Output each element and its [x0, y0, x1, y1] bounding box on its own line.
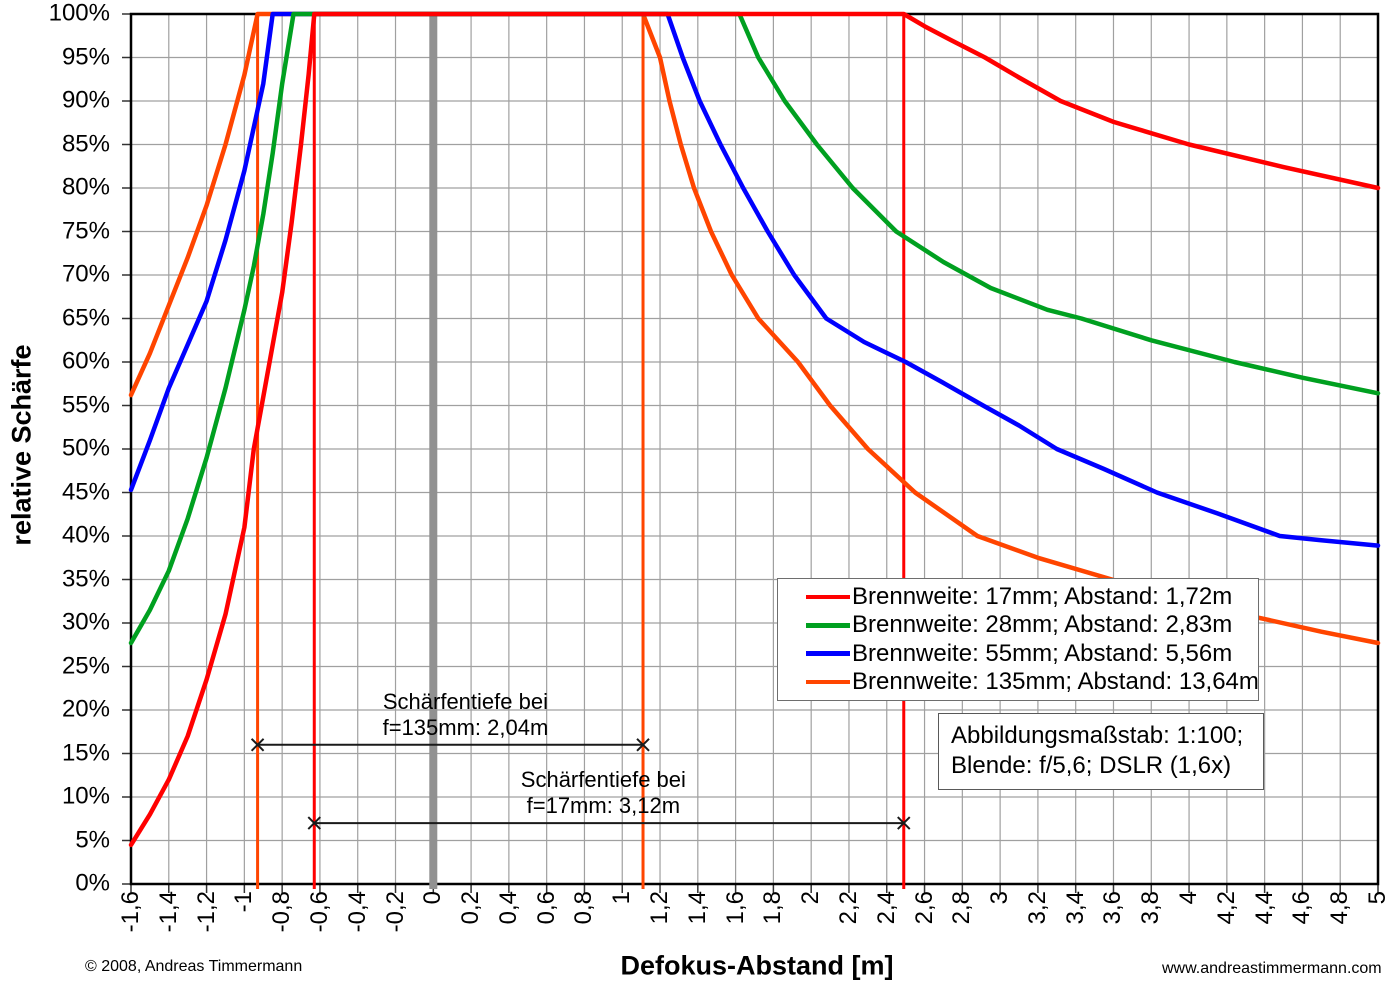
legend-item-28mm: Brennweite: 28mm; Abstand: 2,83m: [806, 611, 1258, 639]
y-tick-label: 5%: [75, 825, 110, 853]
legend-line-swatch: [806, 651, 850, 656]
legend-label: Brennweite: 55mm; Abstand: 5,56m: [852, 639, 1233, 667]
y-tick-label: 80%: [61, 173, 110, 201]
y-tick-label: 15%: [61, 738, 110, 766]
legend-line-swatch: [806, 679, 850, 684]
y-tick-label: 0%: [75, 869, 110, 897]
x-tick-label: 1: [608, 891, 636, 905]
dof-arrow-end-marker: [307, 816, 321, 830]
x-axis-title: Defokus-Abstand [m]: [620, 950, 894, 981]
settings-line-2: Blende: f/5,6; DSLR (1,6x): [951, 752, 1232, 779]
x-tick-label: -0,6: [305, 891, 333, 933]
y-tick-label: 60%: [61, 347, 110, 375]
y-tick-label: 20%: [61, 695, 110, 723]
series-line-17mm: [128, 11, 1381, 848]
y-tick-label: 45%: [61, 477, 110, 505]
x-tick-label: 1,2: [646, 891, 674, 925]
y-tick-label: 90%: [61, 86, 110, 114]
y-tick-label: 30%: [61, 608, 110, 636]
dof-annotation-line-1: Schärfentiefe bei: [382, 688, 548, 714]
dof-arrow-end-marker: [636, 738, 650, 752]
y-tick-label: 65%: [61, 303, 110, 331]
y-tick-label: 50%: [61, 434, 110, 462]
dof-annotation-line-2: f=17mm: 3,12m: [526, 793, 681, 819]
x-tick-label: 0: [419, 891, 447, 905]
series-line-55mm: [128, 11, 1381, 548]
legend-line-swatch: [806, 594, 850, 600]
y-tick-label: 35%: [61, 564, 110, 592]
x-tick-label: 0,4: [494, 891, 522, 925]
dof-arrow-end-marker: [897, 816, 911, 830]
legend-label: Brennweite: 28mm; Abstand: 2,83m: [852, 611, 1233, 639]
x-tick-label: 3: [986, 891, 1014, 905]
y-tick-label: 95%: [61, 42, 110, 70]
x-tick-label: 3,4: [1061, 891, 1089, 925]
y-tick-label: 70%: [61, 260, 110, 288]
x-tick-label: 2: [797, 891, 825, 905]
dof-annotation-line-2: f=135mm: 2,04m: [382, 714, 549, 740]
dof-annotation-label: Schärfentiefe bei f=17mm: 3,12m: [521, 767, 686, 819]
x-tick-label: 3,8: [1137, 891, 1165, 925]
x-tick-label: 0,8: [570, 891, 598, 925]
dof-arrow-end-marker: [250, 738, 265, 752]
legend-label: Brennweite: 17mm; Abstand: 1,72m: [852, 583, 1233, 611]
settings-line-1: Abbildungsmaßstab: 1:100;: [951, 722, 1244, 749]
x-tick-label: -0,2: [381, 891, 409, 933]
x-tick-label: 1,4: [683, 891, 711, 925]
legend-item-17mm: Brennweite: 17mm; Abstand: 1,72m: [806, 583, 1258, 611]
legend: Brennweite: 17mm; Abstand: 1,72m Brennwei…: [777, 578, 1259, 701]
x-tick-label: 2,2: [834, 891, 862, 925]
y-tick-label: 40%: [61, 521, 110, 549]
x-tick-label: 3,2: [1023, 891, 1051, 925]
y-tick-label: 75%: [61, 216, 110, 244]
x-tick-label: 2,8: [948, 891, 976, 925]
website-text: www.andreastimmermann.com: [1162, 960, 1382, 977]
y-tick-label: 100%: [48, 0, 110, 27]
y-tick-label: 10%: [61, 782, 110, 810]
y-tick-label: 85%: [61, 129, 110, 157]
series-line-28mm: [128, 11, 1381, 646]
x-tick-label: 3,6: [1099, 891, 1127, 925]
x-tick-label: 0,6: [532, 891, 560, 925]
x-tick-label: 2,6: [910, 891, 938, 925]
copyright-text: © 2008, Andreas Timmermann: [85, 958, 303, 975]
legend-item-135mm: Brennweite: 135mm; Abstand: 13,64m: [806, 667, 1259, 696]
dof-annotation-line-1: Schärfentiefe bei: [520, 767, 686, 793]
y-tick-label: 25%: [61, 651, 110, 679]
camera-settings-box: Abbildungsmaßstab: 1:100; Blende: f/5,6;…: [938, 713, 1264, 790]
x-tick-label: 1,6: [721, 891, 749, 925]
x-tick-label: 1,8: [759, 891, 787, 925]
y-tick-label: 55%: [61, 390, 110, 418]
legend-item-55mm: Brennweite: 55mm; Abstand: 5,56m: [806, 640, 1258, 668]
legend-line-swatch: [806, 623, 850, 628]
x-tick-label: 2,4: [872, 891, 900, 925]
legend-label: Brennweite: 135mm; Abstand: 13,64m: [852, 667, 1259, 695]
x-tick-label: -0,4: [343, 891, 371, 933]
x-tick-label: 0,2: [457, 891, 485, 925]
series-line-135mm: [128, 11, 1381, 646]
dof-annotation-label: Schärfentiefe bei f=135mm: 2,04m: [383, 689, 549, 741]
